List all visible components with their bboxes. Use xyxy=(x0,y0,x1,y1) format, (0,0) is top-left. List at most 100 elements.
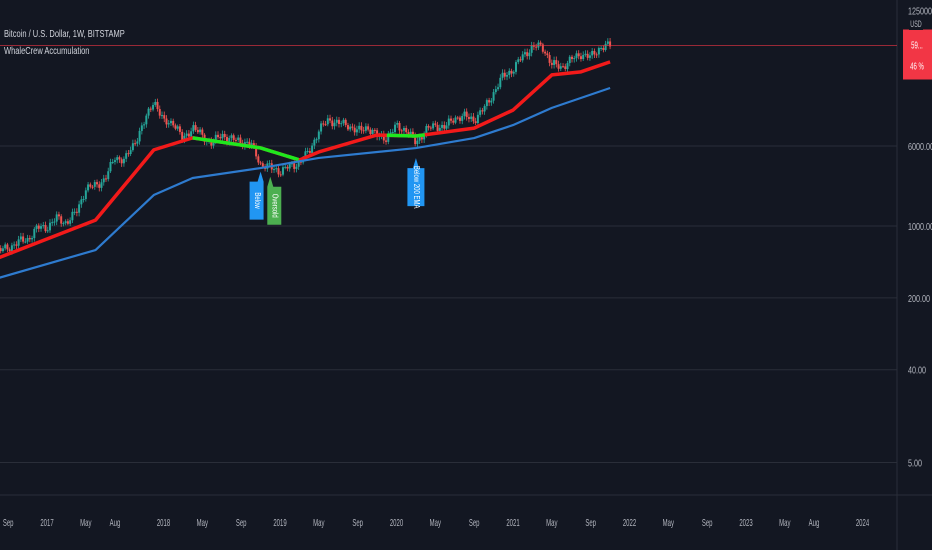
candle-body xyxy=(530,45,533,53)
candle-body xyxy=(210,140,213,146)
candle-body xyxy=(501,72,504,78)
candle-body xyxy=(196,129,199,133)
candle-body xyxy=(483,106,486,112)
candle-body xyxy=(28,238,31,240)
candle-body xyxy=(553,60,556,65)
candle-body xyxy=(353,127,356,133)
candle-body xyxy=(488,100,491,103)
candle-body xyxy=(474,121,477,124)
signal-label-box xyxy=(249,171,264,220)
candle-body xyxy=(66,221,69,224)
candle-body xyxy=(476,114,479,124)
candle-body xyxy=(4,244,7,249)
candle-body xyxy=(490,100,493,103)
candle-body xyxy=(174,125,177,129)
signal-label-box xyxy=(407,158,425,207)
time-tick-label: 2017 xyxy=(40,518,54,529)
candle-body xyxy=(441,124,444,128)
candle-body xyxy=(42,225,45,227)
candle-body xyxy=(485,100,488,107)
candle-body xyxy=(467,117,470,119)
candle-body xyxy=(212,141,215,146)
candle-body xyxy=(82,199,85,201)
candle-body xyxy=(411,131,414,137)
candle-body xyxy=(470,116,473,119)
candle-body xyxy=(335,119,338,123)
candle-body xyxy=(26,238,29,242)
candle-body xyxy=(602,47,605,50)
candle-body xyxy=(75,211,78,213)
candle-body xyxy=(78,204,81,213)
time-tick-label: 2023 xyxy=(739,518,753,529)
candle-body xyxy=(93,182,96,187)
candle-body xyxy=(492,92,495,101)
candle-body xyxy=(570,56,573,59)
candle-body xyxy=(337,119,340,124)
candle-body xyxy=(183,135,186,140)
candle-body xyxy=(523,52,526,55)
currency-label: USD xyxy=(910,19,921,30)
candle-body xyxy=(438,127,441,131)
candle-body xyxy=(51,222,54,224)
candle-body xyxy=(127,153,130,155)
candle-body xyxy=(35,225,38,229)
candle-body xyxy=(281,167,284,175)
price-tick-label: 1000.00 xyxy=(908,221,932,232)
ema-line xyxy=(0,86,611,279)
candle-body xyxy=(161,115,164,117)
time-tick-label: 2019 xyxy=(273,518,287,529)
candle-body xyxy=(122,158,125,164)
candle-body xyxy=(322,123,325,125)
candle-body xyxy=(46,230,49,232)
candle-body xyxy=(80,199,83,205)
candle-body xyxy=(149,108,152,110)
candle-body xyxy=(299,161,302,163)
time-tick-label: May xyxy=(546,518,558,529)
candle-body xyxy=(237,137,240,141)
candle-body xyxy=(255,145,258,157)
candle-body xyxy=(458,117,461,121)
candle-body xyxy=(55,214,58,222)
candle-body xyxy=(517,59,520,63)
price-tick-label: 6000.00 xyxy=(908,141,932,152)
candle-body xyxy=(394,124,397,133)
candle-body xyxy=(140,125,143,131)
candle-body xyxy=(138,130,141,142)
candle-body xyxy=(154,101,157,105)
candle-body xyxy=(163,115,166,119)
candle-body xyxy=(250,143,253,146)
candle-body xyxy=(37,225,40,229)
candle-body xyxy=(315,139,318,141)
candle-body xyxy=(548,55,551,63)
candle-body xyxy=(40,226,43,229)
candle-body xyxy=(436,124,439,131)
candle-body xyxy=(564,66,567,70)
candle-body xyxy=(385,140,388,142)
candle-body xyxy=(450,118,453,121)
signal-label-below: Below xyxy=(249,171,264,220)
candle-body xyxy=(369,129,372,134)
candle-body xyxy=(145,115,148,125)
candle-body xyxy=(420,137,423,140)
candle-body xyxy=(557,64,560,69)
signal-label-below-200-ema: Below 200 EMA xyxy=(407,158,425,209)
candle-body xyxy=(364,126,367,131)
candle-body xyxy=(481,110,484,112)
candle-body xyxy=(172,120,175,126)
signal-label-box xyxy=(267,176,282,225)
price-tick-label: 125000.00 xyxy=(908,5,932,16)
candle-body xyxy=(387,134,390,142)
candle-body xyxy=(405,128,408,133)
candle-body xyxy=(15,244,18,246)
candle-body xyxy=(64,221,67,224)
candle-body xyxy=(221,133,224,139)
candle-body xyxy=(606,41,609,44)
candle-body xyxy=(62,223,65,225)
candle-body xyxy=(102,178,105,183)
candle-body xyxy=(268,163,271,165)
candle-body xyxy=(111,161,114,163)
time-tick-label: 2022 xyxy=(623,518,637,529)
candle-body xyxy=(192,125,195,132)
candle-body xyxy=(109,162,112,172)
